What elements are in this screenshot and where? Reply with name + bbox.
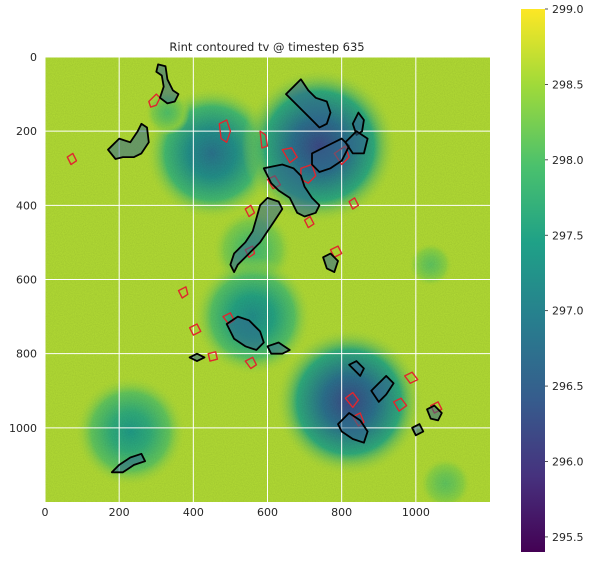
black-contour xyxy=(188,352,206,363)
chart-title: Rint contoured tv @ timestep 635 xyxy=(169,40,364,54)
colorbar-tick-label: 297.5 xyxy=(552,229,584,242)
x-tick-label: 1000 xyxy=(402,506,430,519)
colorbar-ticks: 295.5 296.0 296.5 297.0 297.5 298.0 298.5 299.0 xyxy=(545,3,584,544)
red-contour xyxy=(244,204,256,218)
black-contour xyxy=(107,122,150,160)
red-contour xyxy=(148,93,161,108)
black-contour xyxy=(262,163,321,218)
y-axis-ticks: 0 200 400 600 800 1000 xyxy=(9,51,37,435)
red-contour xyxy=(177,286,189,299)
red-contour xyxy=(348,197,360,210)
colorbar-tick-label: 298.0 xyxy=(552,154,584,167)
black-contour xyxy=(155,63,180,105)
black-contour xyxy=(322,252,339,274)
red-contour xyxy=(207,351,219,362)
black-contour xyxy=(348,360,365,377)
black-contour-fill xyxy=(286,79,331,128)
colorbar-tick-label: 299.0 xyxy=(552,3,584,16)
red-contour xyxy=(188,323,202,336)
plot-area xyxy=(45,57,490,502)
black-contour xyxy=(110,452,147,474)
red-contour xyxy=(218,119,232,144)
black-contour-fill xyxy=(263,164,320,217)
black-contour xyxy=(337,412,369,444)
red-contour xyxy=(244,356,258,370)
black-contours xyxy=(107,63,443,474)
black-contour-fill xyxy=(230,197,283,273)
colorbar-tick-label: 297.0 xyxy=(552,305,584,318)
black-contour-fill xyxy=(111,453,146,473)
black-contour xyxy=(266,341,291,355)
black-contour-fill xyxy=(312,138,350,172)
colorbar-gradient xyxy=(521,9,545,552)
red-contour xyxy=(66,152,78,166)
x-tick-label: 400 xyxy=(183,506,204,519)
x-tick-label: 200 xyxy=(109,506,130,519)
colorbar-tick-label: 295.5 xyxy=(552,531,584,544)
y-tick-label: 1000 xyxy=(9,422,37,435)
colorbar: 295.5 296.0 296.5 297.0 297.5 298.0 298.5 299.0 xyxy=(521,3,584,552)
x-axis-ticks: 0 200 400 600 800 1000 xyxy=(42,506,430,519)
black-contour xyxy=(370,374,395,403)
y-tick-label: 200 xyxy=(16,125,37,138)
black-contour-fill xyxy=(349,361,364,376)
black-contour xyxy=(229,196,284,274)
black-contour-fill xyxy=(226,316,264,350)
red-contour xyxy=(404,371,419,384)
colorbar-tick-label: 298.5 xyxy=(552,78,584,91)
black-contour xyxy=(344,130,369,155)
red-contour xyxy=(303,215,315,229)
black-contour xyxy=(426,404,443,422)
x-tick-label: 600 xyxy=(257,506,278,519)
black-contour-fill xyxy=(371,375,394,402)
black-contour xyxy=(285,78,332,129)
x-tick-label: 800 xyxy=(331,506,352,519)
red-contour xyxy=(259,130,269,149)
y-tick-label: 800 xyxy=(16,348,37,361)
black-contour xyxy=(225,315,265,351)
y-tick-label: 400 xyxy=(16,199,37,212)
colorbar-tick-label: 296.0 xyxy=(552,456,584,469)
black-contour xyxy=(311,137,351,173)
x-tick-label: 0 xyxy=(42,506,49,519)
black-contour xyxy=(411,423,425,437)
red-contour xyxy=(344,391,360,409)
black-contour-fill xyxy=(108,123,149,159)
red-contour xyxy=(392,397,408,412)
colorbar-tick-label: 296.5 xyxy=(552,380,584,393)
grid-lines xyxy=(45,57,490,502)
y-tick-label: 0 xyxy=(30,51,37,64)
red-contour xyxy=(281,147,298,164)
y-tick-label: 600 xyxy=(16,274,37,287)
